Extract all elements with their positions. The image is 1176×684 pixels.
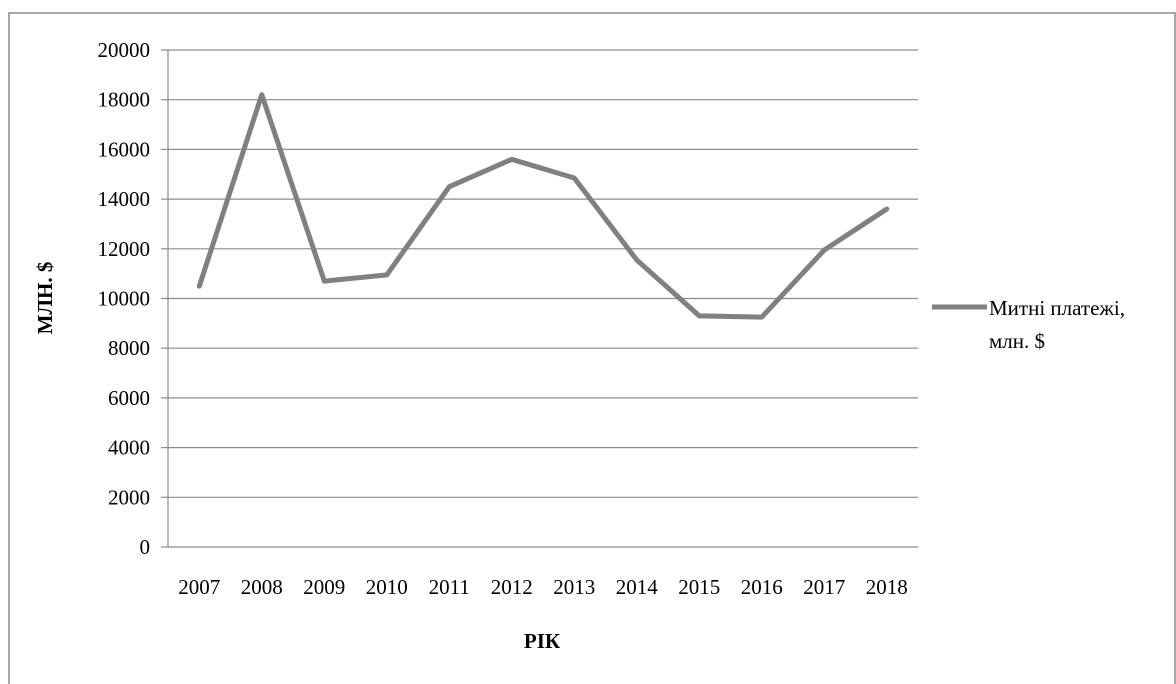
legend: Митні платежі, млн. $ bbox=[932, 296, 1125, 353]
x-tick-label: 2018 bbox=[866, 575, 908, 599]
grid-lines bbox=[168, 49, 918, 498]
x-tick-label: 2013 bbox=[553, 575, 595, 599]
x-tick-labels: 2007 2008 2009 2010 2011 2012 2013 2014 2015 2016… bbox=[178, 575, 908, 599]
y-tick-label: 16000 bbox=[98, 137, 151, 161]
x-tick-label: 2011 bbox=[429, 575, 470, 599]
series-lines bbox=[196, 92, 890, 320]
y-tick-label: 2000 bbox=[108, 485, 150, 509]
y-tick-label: 20000 bbox=[98, 38, 151, 62]
x-tick-label: 2014 bbox=[616, 575, 659, 599]
y-tick-label: 14000 bbox=[98, 187, 151, 211]
legend-label-line-2: млн. $ bbox=[989, 329, 1045, 353]
x-tick-label: 2010 bbox=[366, 575, 408, 599]
axes bbox=[161, 49, 918, 548]
y-tick-label: 6000 bbox=[108, 386, 150, 410]
x-tick-label: 2009 bbox=[303, 575, 345, 599]
x-tick-label: 2015 bbox=[678, 575, 720, 599]
y-tick-label: 0 bbox=[140, 535, 151, 559]
y-tick-label: 10000 bbox=[98, 287, 151, 311]
y-axis-title: МЛН. $ bbox=[33, 262, 57, 335]
x-axis-title: РІК bbox=[524, 629, 561, 653]
x-tick-label: 2007 bbox=[178, 575, 220, 599]
x-tick-label: 2016 bbox=[741, 575, 783, 599]
x-tick-label: 2012 bbox=[491, 575, 533, 599]
y-tick-labels: 0 2000 4000 6000 8000 10000 12000 14000 16000 180… bbox=[98, 38, 151, 559]
y-tick-label: 8000 bbox=[108, 336, 150, 360]
x-tick-label: 2008 bbox=[241, 575, 283, 599]
y-tick-label: 18000 bbox=[98, 88, 151, 112]
legend-label-line-1: Митні платежі, bbox=[989, 296, 1125, 320]
y-tick-label: 4000 bbox=[108, 436, 150, 460]
y-tick-label: 12000 bbox=[98, 237, 151, 261]
x-tick-label: 2017 bbox=[803, 575, 845, 599]
series-line bbox=[196, 92, 890, 320]
